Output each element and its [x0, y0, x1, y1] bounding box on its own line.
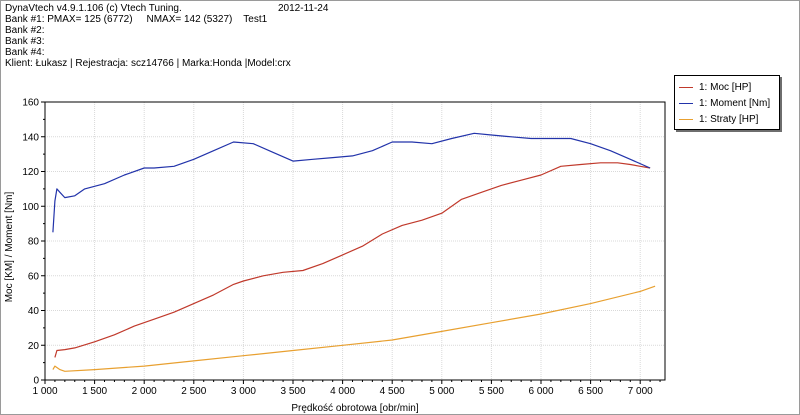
x-tick-label: 4 500 — [380, 386, 405, 397]
x-tick-label: 1 000 — [32, 386, 57, 397]
header-bank3-line: Bank #3: — [5, 36, 45, 47]
y-tick-label: 80 — [28, 237, 40, 248]
x-tick-label: 6 000 — [528, 386, 553, 397]
report-header: DynaVtech v4.9.1.106 (c) Vtech Tuning. 2… — [5, 3, 328, 69]
header-bank2-line: Bank #2: — [5, 25, 45, 36]
header-software-line: DynaVtech v4.9.1.106 (c) Vtech Tuning. — [5, 3, 182, 14]
x-tick-label: 2 500 — [181, 386, 206, 397]
y-tick-label: 40 — [28, 306, 40, 317]
x-tick-label: 4 000 — [330, 386, 355, 397]
y-tick-label: 140 — [22, 132, 39, 143]
legend-swatch-moc — [679, 86, 693, 88]
y-tick-label: 160 — [22, 98, 39, 109]
series-line-2 — [52, 285, 656, 372]
y-tick-label: 60 — [28, 271, 40, 282]
chart-legend: 1: Moc [HP] 1: Moment [Nm] 1: Straty [HP… — [674, 75, 780, 130]
header-client-line: Klient: Łukasz | Rejestracja: scz14766 |… — [5, 58, 291, 69]
legend-item-moment: 1: Moment [Nm] — [679, 97, 770, 109]
legend-label-moc: 1: Moc [HP] — [699, 81, 752, 93]
legend-label-straty: 1: Straty [HP] — [699, 113, 759, 125]
y-axis-title: Moc [KM] / Moment [Nm] — [4, 191, 15, 302]
legend-item-straty: 1: Straty [HP] — [679, 113, 758, 125]
x-tick-label: 5 000 — [429, 386, 454, 397]
header-bank1-line: Bank #1: PMAX= 125 (6772) NMAX= 142 (532… — [5, 14, 268, 25]
series-line-1 — [52, 132, 651, 233]
y-tick-label: 20 — [28, 341, 40, 352]
y-tick-label: 120 — [22, 167, 39, 178]
x-tick-label: 3 000 — [231, 386, 256, 397]
x-tick-label: 7 000 — [628, 386, 653, 397]
x-tick-label: 6 500 — [578, 386, 603, 397]
series-line-0 — [54, 162, 651, 358]
legend-swatch-moment — [679, 102, 693, 104]
x-tick-label: 3 500 — [280, 386, 305, 397]
x-tick-label: 2 000 — [132, 386, 157, 397]
header-bank4-line: Bank #4: — [5, 47, 45, 58]
y-tick-label: 0 — [33, 376, 39, 387]
x-axis-title: Prędkość obrotowa [obr/min] — [291, 403, 419, 414]
header-date: 2012-11-24 — [278, 3, 329, 14]
y-tick-label: 100 — [22, 202, 39, 213]
legend-label-moment: 1: Moment [Nm] — [699, 97, 771, 109]
legend-swatch-straty — [679, 118, 693, 120]
legend-item-moc: 1: Moc [HP] — [679, 81, 751, 93]
x-tick-label: 1 500 — [82, 386, 107, 397]
x-tick-label: 5 500 — [479, 386, 504, 397]
